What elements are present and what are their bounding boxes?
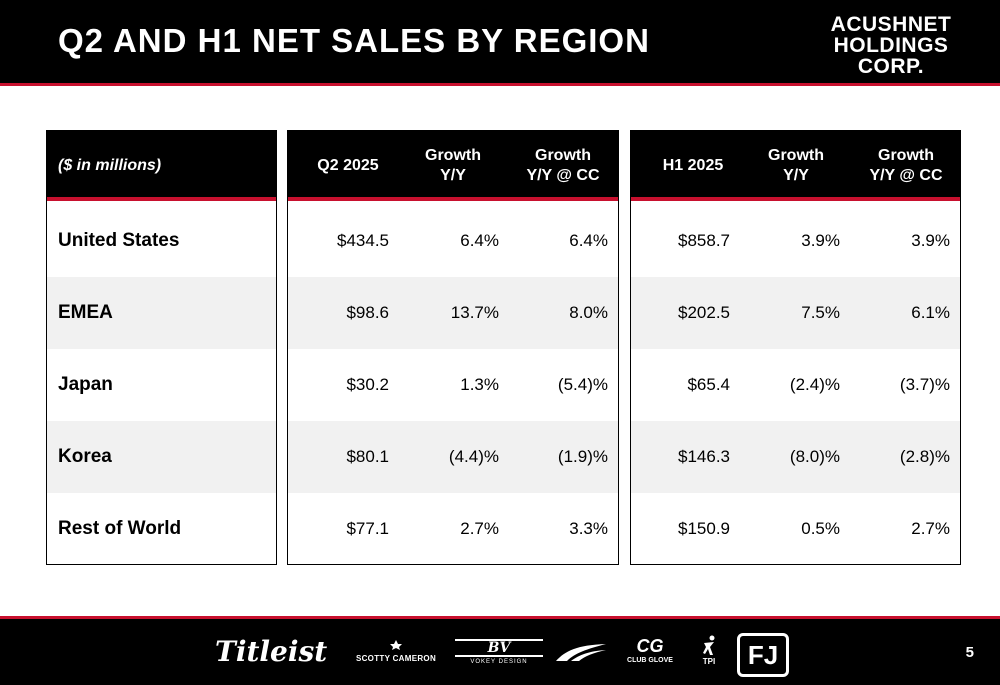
h1-sales-value: $65.4 <box>687 375 730 394</box>
club-glove-logo: CG CLUB GLOVE <box>615 637 685 664</box>
table-row: Japan <box>47 349 276 421</box>
table-row: $858.7 3.9% 3.9% <box>631 205 960 277</box>
q2-growth-value: (4.4)% <box>448 447 499 466</box>
h1-growth-value: (2.4)% <box>789 375 840 394</box>
table-row: $80.1 (4.4)% (1.9)% <box>288 421 618 493</box>
h1-growth-value: 0.5% <box>801 519 840 538</box>
table-row: $98.6 13.7% 8.0% <box>288 277 618 349</box>
h1-growth-header: Growth Y/Y <box>768 147 824 184</box>
h1-growth-cc-value: 6.1% <box>911 303 950 322</box>
q2-growth-value: 1.3% <box>460 375 499 394</box>
region-name: Korea <box>58 446 112 467</box>
scotty-cameron-logo: SCOTTY CAMERON <box>352 639 440 663</box>
table-row: Rest of World <box>47 493 276 564</box>
h1-sales-value: $150.9 <box>678 519 730 538</box>
q2-growth-cc-value: 8.0% <box>569 303 608 322</box>
q2-growth-value: 6.4% <box>460 231 499 250</box>
q2-sales-value: $434.5 <box>337 231 389 250</box>
table-row: $434.5 6.4% 6.4% <box>288 205 618 277</box>
vokey-mark: BV <box>455 639 543 657</box>
q2-sales-value: $98.6 <box>346 303 389 322</box>
q2-growth-header: Growth Y/Y <box>425 147 481 184</box>
logo-line-3: CORP. <box>857 55 925 78</box>
h1-growth-cc-value: (3.7)% <box>899 375 950 394</box>
tpi-text: TPI <box>702 657 716 666</box>
q2-growth-cc-header: Growth Y/Y @ CC <box>526 147 600 184</box>
h1-panel-header: H1 2025 Growth Y/Y Growth Y/Y @ CC <box>631 131 960 201</box>
page-number: 5 <box>965 644 974 661</box>
region-name: United States <box>58 230 180 251</box>
region-name: Rest of World <box>58 518 182 539</box>
table-row: $30.2 1.3% (5.4)% <box>288 349 618 421</box>
brand-logos: Titleist SCOTTY CAMERON BV VOKEY DESIGN … <box>215 633 795 677</box>
region-label-panel: ($ in millions) United States EMEA Japan… <box>46 130 277 565</box>
h1-sales-value: $858.7 <box>678 231 730 250</box>
q2-growth-cc-value: (1.9)% <box>557 447 608 466</box>
table-row: United States <box>47 205 276 277</box>
table-row: $65.4 (2.4)% (3.7)% <box>631 349 960 421</box>
q2-sales-value: $80.1 <box>346 447 389 466</box>
tpi-logo: TPI <box>697 635 721 666</box>
q2-growth-cc-value: 6.4% <box>569 231 608 250</box>
q2-sales-header: Q2 2025 <box>317 157 379 174</box>
units-label: ($ in millions) <box>58 157 162 174</box>
vokey-logo: BV VOKEY DESIGN <box>455 639 543 665</box>
q2-growth-value: 13.7% <box>450 303 499 322</box>
club-glove-mark: CG <box>636 636 664 656</box>
q2-panel: Q2 2025 Growth Y/Y Growth Y/Y @ CC $434.5 … <box>287 130 619 565</box>
q2-growth-value: 2.7% <box>460 519 499 538</box>
table-row: $150.9 0.5% 2.7% <box>631 493 960 564</box>
q2-sales-value: $30.2 <box>346 375 389 394</box>
h1-growth-cc-value: 3.9% <box>911 231 950 250</box>
header-bar: Q2 AND H1 NET SALES BY REGION ACUSHNET H… <box>0 0 1000 86</box>
h1-growth-cc-value: (2.8)% <box>899 447 950 466</box>
club-glove-text: CLUB GLOVE <box>627 657 673 664</box>
region-name: EMEA <box>58 302 113 323</box>
table-row: EMEA <box>47 277 276 349</box>
kalea-swoosh-logo <box>553 641 609 668</box>
h1-sales-value: $146.3 <box>678 447 730 466</box>
footjoy-logo: FJ <box>737 633 789 677</box>
table-row: $146.3 (8.0)% (2.8)% <box>631 421 960 493</box>
h1-sales-header: H1 2025 <box>662 157 724 174</box>
footer-bar: Titleist SCOTTY CAMERON BV VOKEY DESIGN … <box>0 616 1000 685</box>
q2-panel-header: Q2 2025 Growth Y/Y Growth Y/Y @ CC <box>288 131 618 201</box>
logo-line-1: ACUSHNET <box>830 13 952 36</box>
scotty-cameron-mark-icon <box>390 640 402 650</box>
titleist-logo: Titleist <box>215 635 328 668</box>
region-panel-header: ($ in millions) <box>47 131 276 201</box>
tpi-figure-icon <box>703 635 715 655</box>
h1-growth-value: (8.0)% <box>789 447 840 466</box>
page-title: Q2 AND H1 NET SALES BY REGION <box>58 22 650 59</box>
swoosh-icon <box>556 644 606 661</box>
table-row: $77.1 2.7% 3.3% <box>288 493 618 564</box>
q2-sales-value: $77.1 <box>346 519 389 538</box>
q2-growth-cc-value: 3.3% <box>569 519 608 538</box>
h1-growth-cc-value: 2.7% <box>911 519 950 538</box>
logo-line-2: HOLDINGS <box>833 34 949 57</box>
h1-sales-value: $202.5 <box>678 303 730 322</box>
h1-growth-value: 7.5% <box>801 303 840 322</box>
acushnet-logo: ACUSHNET HOLDINGS CORP. <box>816 14 966 77</box>
h1-growth-value: 3.9% <box>801 231 840 250</box>
table-row: $202.5 7.5% 6.1% <box>631 277 960 349</box>
table-row: Korea <box>47 421 276 493</box>
vokey-text: VOKEY DESIGN <box>470 659 528 665</box>
h1-growth-cc-header: Growth Y/Y @ CC <box>869 147 943 184</box>
region-name: Japan <box>58 374 113 395</box>
q2-growth-cc-value: (5.4)% <box>557 375 608 394</box>
scotty-cameron-text: SCOTTY CAMERON <box>355 654 437 663</box>
h1-panel: H1 2025 Growth Y/Y Growth Y/Y @ CC $858.7 … <box>630 130 961 565</box>
